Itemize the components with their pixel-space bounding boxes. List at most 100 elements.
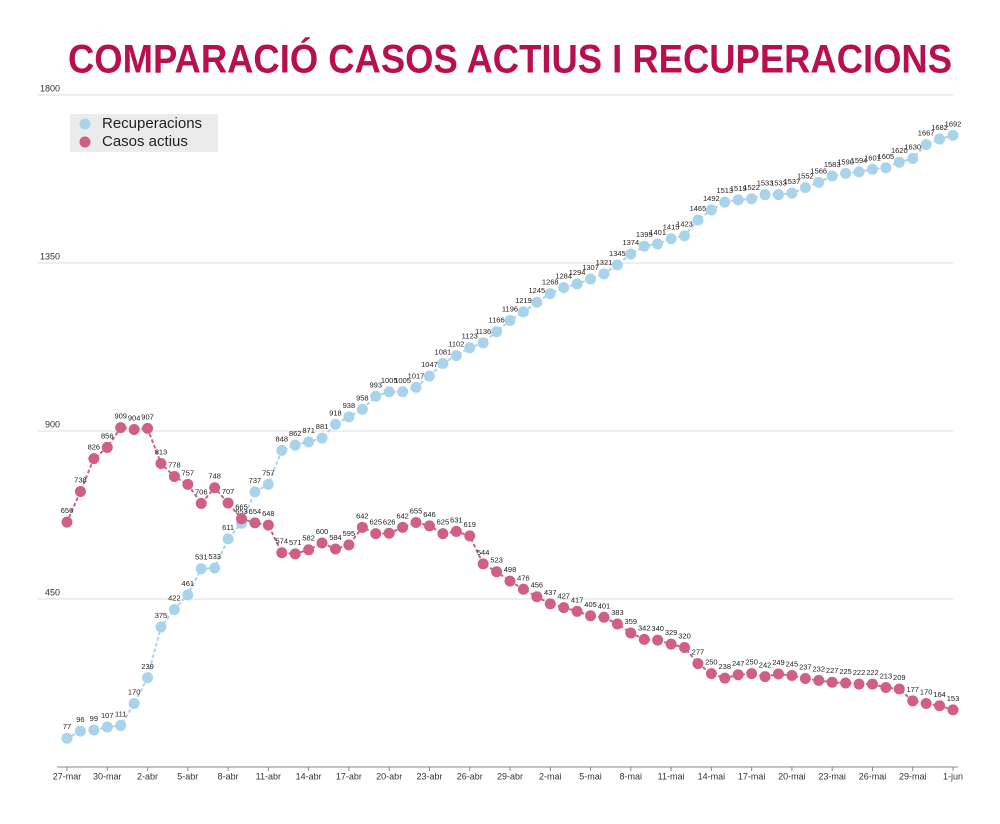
x-tick-label: 30-mar bbox=[93, 771, 122, 781]
value-label: 437 bbox=[544, 588, 557, 597]
value-label: 170 bbox=[128, 688, 141, 697]
legend-swatch bbox=[79, 118, 91, 130]
value-label: 1415 bbox=[663, 223, 680, 232]
value-label: 1465 bbox=[690, 204, 707, 213]
value-label: 655 bbox=[410, 506, 423, 515]
data-point bbox=[249, 486, 261, 498]
data-point bbox=[437, 528, 449, 540]
value-label: 107 bbox=[101, 711, 114, 720]
data-point bbox=[450, 525, 462, 537]
value-label: 1123 bbox=[462, 332, 478, 341]
data-point bbox=[625, 627, 637, 639]
x-tick-label: 11-mai bbox=[658, 771, 685, 781]
value-label: 631 bbox=[450, 515, 463, 524]
value-label: 401 bbox=[598, 601, 611, 610]
data-point bbox=[772, 668, 784, 680]
value-label: 778 bbox=[168, 461, 181, 470]
data-point bbox=[343, 411, 355, 423]
data-point bbox=[182, 589, 194, 601]
value-label: 1374 bbox=[622, 238, 639, 247]
data-point bbox=[61, 732, 73, 744]
value-label: 342 bbox=[638, 623, 651, 632]
data-point bbox=[732, 669, 744, 681]
data-point bbox=[128, 424, 140, 436]
value-label: 1345 bbox=[609, 249, 626, 258]
value-label: 427 bbox=[557, 592, 570, 601]
value-label: 862 bbox=[289, 429, 302, 438]
value-label: 1102 bbox=[448, 340, 464, 349]
value-label: 757 bbox=[182, 468, 195, 477]
value-label: 99 bbox=[90, 714, 98, 723]
value-label: 1533 bbox=[770, 179, 787, 188]
data-point bbox=[813, 176, 825, 188]
data-point bbox=[504, 314, 516, 326]
data-point bbox=[115, 422, 127, 434]
data-point bbox=[705, 668, 717, 680]
value-label: 1047 bbox=[421, 360, 438, 369]
value-label: 476 bbox=[517, 573, 530, 582]
data-point bbox=[155, 457, 167, 469]
data-point bbox=[464, 530, 476, 542]
value-label: 1219 bbox=[515, 296, 532, 305]
data-point bbox=[531, 591, 543, 603]
value-label: 461 bbox=[182, 579, 195, 588]
value-label: 642 bbox=[356, 511, 369, 520]
value-label: 1513 bbox=[716, 186, 733, 195]
legend-swatch bbox=[79, 136, 91, 148]
data-point bbox=[195, 563, 207, 575]
data-point bbox=[638, 240, 650, 252]
value-label: 1196 bbox=[502, 304, 518, 313]
data-point bbox=[397, 386, 409, 398]
value-label: 574 bbox=[276, 537, 289, 546]
data-point bbox=[893, 156, 905, 168]
data-point bbox=[732, 194, 744, 206]
value-label: 738 bbox=[74, 475, 87, 484]
value-label: 164 bbox=[933, 690, 946, 699]
value-label: 1245 bbox=[529, 286, 546, 295]
value-label: 856 bbox=[101, 431, 114, 440]
x-tick-label: 17-mai bbox=[738, 771, 766, 781]
data-point bbox=[692, 658, 704, 670]
value-label: 1423 bbox=[676, 220, 693, 229]
data-point bbox=[249, 517, 261, 529]
value-label: 656 bbox=[61, 506, 74, 515]
value-label: 625 bbox=[369, 518, 382, 527]
value-label: 417 bbox=[571, 595, 584, 604]
value-label: 239 bbox=[141, 662, 154, 671]
value-label: 111 bbox=[115, 710, 126, 719]
data-point bbox=[289, 548, 301, 560]
value-label: 648 bbox=[262, 509, 275, 518]
x-tick-label: 11-abr bbox=[256, 771, 281, 781]
legend-label: Casos actius bbox=[102, 133, 188, 150]
value-label: 737 bbox=[249, 476, 262, 485]
data-point bbox=[571, 278, 583, 290]
data-point bbox=[772, 189, 784, 201]
data-point bbox=[168, 603, 180, 615]
y-tick-label: 1800 bbox=[40, 83, 60, 93]
data-point bbox=[652, 634, 664, 646]
value-label: 227 bbox=[826, 666, 839, 675]
data-point bbox=[142, 422, 154, 434]
data-point bbox=[517, 583, 529, 595]
data-point bbox=[679, 230, 691, 242]
data-point bbox=[611, 618, 623, 630]
data-point bbox=[477, 558, 489, 570]
x-tick-label: 5-mai bbox=[579, 771, 602, 781]
data-point bbox=[719, 196, 731, 208]
data-point bbox=[585, 610, 597, 622]
data-point bbox=[356, 403, 368, 415]
value-label: 826 bbox=[88, 443, 101, 452]
data-point bbox=[88, 453, 100, 465]
data-point bbox=[531, 296, 543, 308]
data-point bbox=[907, 152, 919, 164]
value-label: 600 bbox=[316, 527, 329, 536]
data-point bbox=[195, 497, 207, 509]
value-label: 626 bbox=[383, 517, 396, 526]
x-tick-label: 17-abr bbox=[336, 771, 362, 781]
value-label: 619 bbox=[463, 520, 476, 529]
value-label: 245 bbox=[786, 660, 799, 669]
value-label: 359 bbox=[625, 617, 638, 626]
value-label: 523 bbox=[490, 556, 503, 565]
value-label: 958 bbox=[356, 393, 369, 402]
data-point bbox=[558, 602, 570, 614]
